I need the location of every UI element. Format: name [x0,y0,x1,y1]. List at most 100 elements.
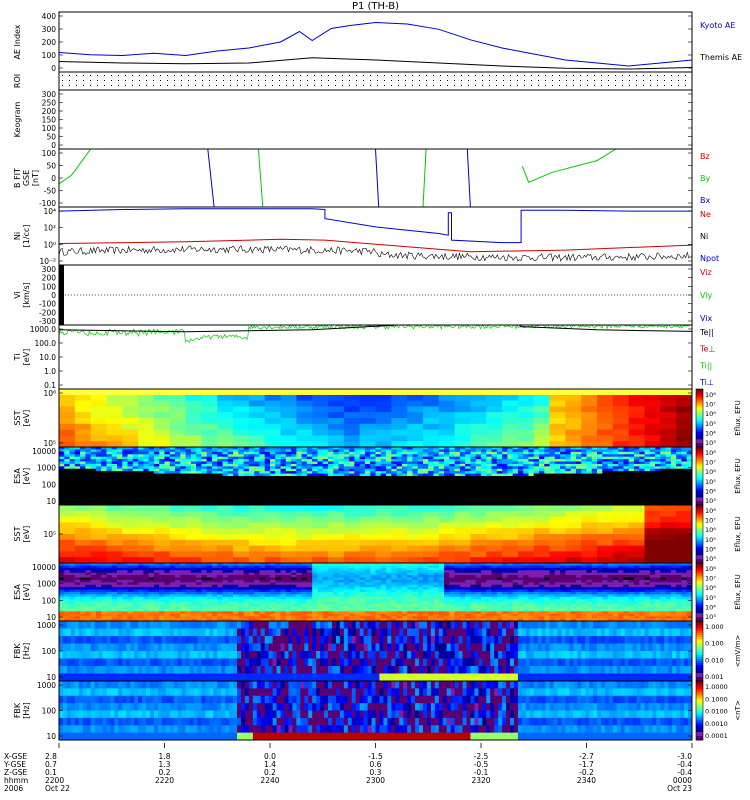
density-npot [59,208,692,244]
panel-frame-density [58,206,693,266]
xtick-5-row-0: -2.7 [579,752,594,761]
colorbar-0-label-5: 10³ [705,439,716,447]
panel-fbk_b: FBK [Hz] 1000 100 10 [13,680,693,741]
xtick-2-row-2: 0.2 [264,768,276,777]
panel-density-content [59,208,692,263]
ylabel-density-1: [1/cc] [22,225,31,248]
bfield-trace-0 [59,149,92,185]
xtick-1-row-2: 0.2 [159,768,171,777]
panel-esa_ion: ESA [eV] 10000 1000 100 10 [13,446,693,506]
colorbar-0-title: Eflux, EFU [734,400,742,435]
panel-sst_ion: SST [eV] 10⁶ 10⁵ [13,388,693,448]
xaxis-row-label-2: Z-GSE [4,768,28,777]
colorbar-3-label-3: 10⁵ [705,594,716,602]
panel-ae-content [59,21,692,70]
xtick-0-row-2: 0.1 [45,768,57,777]
ylabel-esa_ion-1: [eV] [22,468,31,485]
ytick-fbk_e-1: 100 [42,647,57,656]
xtick-5-row-1: -1.7 [579,760,594,769]
legend-temperature-0: Te|| [699,328,714,337]
ytick-velocity-0: 300 [42,265,57,274]
legend-density-1: Ni [700,232,708,241]
ytick-fbk_e-0: 1000 [37,621,56,630]
ytick-ae-4: 0 [51,64,56,73]
xtick-0-row-3: 2200 [45,776,64,785]
colorbar-5-title: <nT> [734,700,742,721]
xtick-3-row-3: 2300 [366,776,385,785]
ytick-temperature-3: 1.0 [44,367,56,376]
ytick-ae-0: 400 [42,12,57,21]
ytick-sst_ion-0: 10⁶ [43,389,56,398]
xtick-2-row-0: 0.0 [264,752,276,761]
panel-esa_ion-content [59,447,692,505]
ae-series-0 [59,21,692,67]
xtick-4-row-3: 2320 [471,776,490,785]
xtick-6-row-2: -0.4 [677,768,692,777]
bfield-trace-2 [257,149,264,207]
xtick-3-row-0: -1.5 [368,752,383,761]
ylabel-fbk_b-1: [Hz] [22,702,31,718]
ytick-keogram-0: 300 [42,90,57,99]
ytick-density-3: 10⁻² [39,257,56,266]
panel-ae: AE Index 400 300 200 100 0 Kyoto AE Themis AE [13,11,742,73]
panel-frame-velocity [58,264,693,326]
colorbar-4-label-2: 0.010 [705,656,724,664]
ytick-esa_ion-2: 100 [42,480,57,489]
ytick-density-1: 10² [43,224,56,233]
ylabel-bfield-0: B FIT [13,168,22,188]
ytick-temperature-0: 1000.0 [30,325,56,334]
colorbar-2-label-4: 10⁴ [705,545,716,553]
ae-series-1 [59,57,692,70]
colorbar-3-label-5: 10³ [705,613,716,621]
ylabel-sst_e-0: SST [13,526,22,541]
ytick-keogram-2: 200 [42,107,57,116]
ylabel-roi-0: ROI [13,74,22,88]
ytick-esa_ion-3: 10 [46,497,56,506]
ylabel-ae-0: AE Index [13,24,22,59]
panel-bfield: B FIT GSE [nT] 100 50 0 -50 -100 Bz By Bx [13,148,710,208]
xtick-5-row-3: 2340 [577,776,596,785]
xtick-1-row-0: 1.8 [159,752,171,761]
ytick-fbk_b-1: 100 [42,707,57,716]
panel-temperature: Ti [eV] 1000.0 100.0 10.0 1.0 0.1 Te|| Te⊥ Ti|| Ti… [13,324,715,390]
ytick-velocity-3: 0 [51,291,56,300]
colorbar-0-label-4: 10⁴ [705,429,716,437]
xtick-1-row-3: 2220 [155,776,174,785]
colorbar-2-title: Eflux, EFU [734,516,742,551]
ytick-keogram-1: 250 [42,99,57,108]
xtick-4-row-1: -0.5 [474,760,489,769]
density-ne [59,238,692,253]
legend-temperature-2: Ti|| [699,361,712,370]
ylabel-fbk_b-0: FBK [13,702,22,718]
legend-velocity-1: Viy [700,291,713,300]
colorbar-4-label-0: 1.000 [705,623,724,631]
ytick-temperature-2: 10.0 [39,353,56,362]
colorbar-1-label-3: 10⁵ [705,478,716,486]
legend-temperature-3: Ti⊥ [699,378,714,387]
legend-bfield-2: Bx [700,196,710,205]
xaxis-row-label-4: 2006 [4,784,23,793]
bfield-trace-1 [207,149,215,207]
panel-bfield-content [59,149,617,207]
panel-fbk_e-content [59,621,692,681]
colorbar-0-label-1: 10⁷ [705,401,716,409]
temp-ti-par [59,325,692,343]
xaxis-row-label-0: X-GSE [4,752,27,761]
colorbar-0-label-0: 10⁸ [705,391,716,399]
xaxis-row-label-1: Y-GSE [3,760,26,769]
ytick-ae-2: 200 [42,38,57,47]
colorbar-0-label-2: 10⁶ [705,410,716,418]
ylabel-fbk_e-1: [Hz] [22,643,31,659]
ylabel-sst_ion-1: [eV] [22,410,31,427]
panel-frame-temperature [58,324,693,390]
ytick-keogram-6: 0 [51,141,56,150]
colorbar-2-label-5: 10³ [705,555,716,563]
ylabel-fbk_e-0: FBK [13,643,22,659]
xtick-5-row-2: -0.2 [579,768,594,777]
colorbar-5-label-4: 0.0001 [705,732,728,740]
colorbar-1-label-2: 10⁶ [705,468,716,476]
xtick-6-row-1: -0.4 [677,760,692,769]
